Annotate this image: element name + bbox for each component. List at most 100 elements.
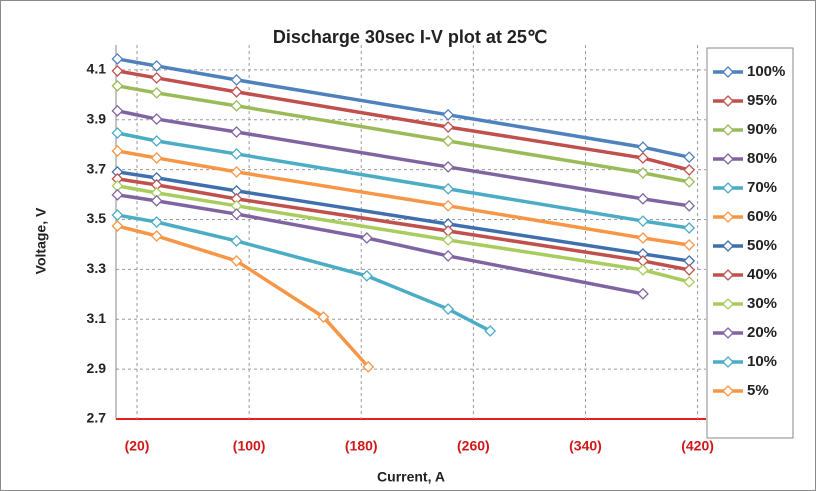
data-point — [683, 163, 696, 176]
data-point — [637, 152, 649, 164]
data-point — [111, 127, 124, 139]
legend-label: 100% — [747, 63, 785, 80]
data-point — [150, 152, 163, 164]
data-point — [442, 199, 455, 212]
legend-label: 90% — [747, 121, 777, 138]
data-point — [442, 303, 455, 315]
legend-marker — [722, 385, 734, 397]
legend-label: 10% — [747, 353, 777, 370]
data-point — [230, 235, 243, 247]
x-tick-label: (100) — [233, 438, 266, 454]
data-point — [150, 86, 163, 99]
x-tick-label: (420) — [681, 438, 714, 454]
data-point — [442, 234, 455, 246]
data-point — [637, 232, 649, 244]
legend-marker — [722, 66, 734, 78]
series-line — [117, 177, 690, 272]
data-point — [442, 250, 455, 262]
legend-label: 70% — [747, 179, 777, 196]
chart-title: Discharge 30sec I-V plot at 25℃ — [273, 27, 547, 47]
legend-marker — [722, 356, 734, 368]
y-tick-label: 3.3 — [87, 260, 107, 276]
legend-label: 20% — [747, 324, 777, 341]
data-point — [637, 287, 649, 300]
data-point — [150, 194, 163, 207]
data-point — [230, 126, 243, 138]
data-point — [111, 53, 124, 65]
data-point — [111, 145, 124, 157]
data-point — [150, 113, 163, 125]
data-point — [683, 275, 696, 288]
data-point — [362, 360, 375, 373]
data-point — [150, 71, 163, 84]
legend-label: 50% — [747, 237, 777, 254]
series-line — [117, 213, 491, 333]
legend-marker — [722, 240, 734, 252]
data-point — [637, 192, 649, 205]
data-point — [637, 263, 649, 276]
data-point — [442, 135, 455, 147]
x-axis-label: Current, A — [377, 469, 445, 485]
legend-marker — [722, 182, 734, 194]
y-tick-label: 2.9 — [87, 360, 107, 376]
data-point — [111, 104, 124, 117]
data-point — [150, 135, 163, 147]
data-point — [683, 263, 696, 276]
series-line — [117, 193, 644, 296]
data-point — [230, 148, 243, 160]
y-axis-label: Voltage, V — [33, 207, 49, 274]
legend-marker — [722, 95, 734, 107]
x-tick-label: (180) — [345, 438, 378, 454]
data-point — [683, 222, 696, 234]
legend-box — [706, 47, 794, 439]
series-line — [117, 69, 690, 172]
series-line — [117, 184, 690, 284]
data-point — [442, 182, 455, 195]
data-point — [150, 216, 163, 228]
series-line — [117, 109, 690, 208]
y-tick-label: 3.1 — [87, 310, 107, 326]
data-point — [683, 151, 696, 164]
series-line — [117, 170, 690, 263]
series-line — [117, 84, 690, 184]
data-point — [442, 121, 455, 133]
series-line — [117, 131, 690, 230]
data-point — [111, 188, 124, 201]
data-point — [111, 209, 124, 221]
legend-label: 5% — [747, 382, 769, 399]
legend-label: 60% — [747, 208, 777, 225]
y-tick-label: 3.9 — [87, 111, 107, 127]
x-tick-label: (260) — [457, 438, 490, 454]
data-point — [230, 85, 243, 98]
data-point — [317, 311, 330, 323]
data-point — [637, 166, 649, 179]
y-tick-label: 4.1 — [87, 61, 107, 77]
data-point — [230, 99, 243, 112]
legend-marker — [722, 298, 734, 310]
data-point — [683, 175, 696, 188]
x-tick-label: (20) — [125, 438, 150, 454]
data-point — [360, 269, 373, 282]
data-point — [111, 79, 124, 92]
series-line — [117, 57, 690, 159]
legend-marker — [722, 211, 734, 223]
data-point — [683, 239, 696, 251]
legend-label: 95% — [747, 92, 777, 109]
x-tick-label: (340) — [569, 438, 602, 454]
data-point — [230, 165, 243, 178]
data-point — [442, 108, 455, 121]
legend-marker — [722, 153, 734, 165]
data-point — [230, 255, 243, 267]
legend-label: 80% — [747, 150, 777, 167]
y-tick-label: 3.7 — [87, 160, 107, 176]
legend-marker — [722, 124, 734, 136]
data-point — [230, 73, 243, 86]
data-point — [150, 230, 163, 242]
data-point — [360, 232, 373, 244]
data-point — [683, 199, 696, 212]
legend-marker — [722, 269, 734, 281]
data-point — [111, 65, 124, 77]
data-point — [637, 215, 649, 227]
y-tick-label: 2.7 — [87, 410, 107, 426]
